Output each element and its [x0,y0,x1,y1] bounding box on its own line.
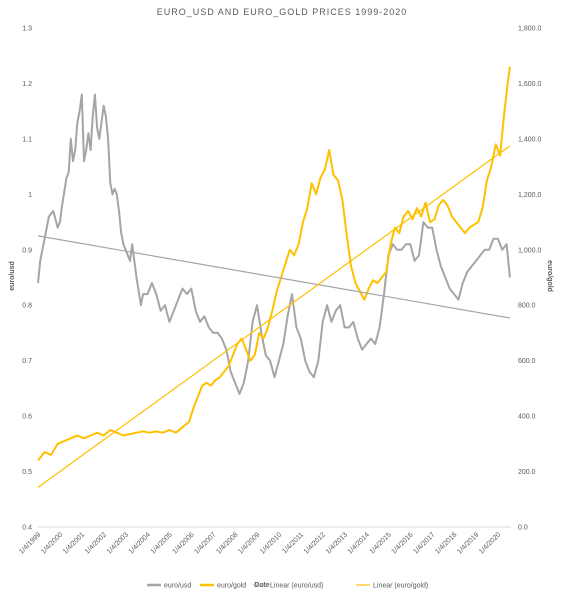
x-tick-label: 1/4/2019 [456,531,480,555]
chart-legend: euro/usd euro/gold Linear (euro/usd) Linear… [147,583,428,590]
y-tick-label-left: 0.7 [22,358,32,365]
y-tick-label-right: 1,400.0 [518,136,541,143]
x-tick-label: 1/4/2018 [434,531,458,555]
trend-line-euro-usd [37,235,511,319]
y-axis-title-left: euro/usd [9,261,16,291]
x-tick-label: 1/4/2000 [40,531,64,555]
series-line-euro-usd [37,93,511,395]
x-tick-label: 1/4/2012 [303,531,327,555]
x-tick-label: 1/4/2004 [128,531,152,555]
y-tick-label-left: 0.6 [22,414,32,421]
x-tick-label: 1/4/2001 [62,531,86,555]
y-tick-label-left: 0.5 [22,469,32,476]
y-tick-label-right: 600.0 [518,358,536,365]
x-tick-label: 1/4/2003 [106,531,130,555]
y-tick-label-right: 1,600.0 [518,81,541,88]
x-tick-label: 1/4/2016 [390,531,414,555]
y-tick-label-left: 0.4 [22,525,32,532]
y-tick-label-left: 1 [28,192,32,199]
x-tick-label: 1/4/2009 [237,531,261,555]
y-tick-label-right: 1,200.0 [518,192,541,199]
x-tick-label: 1/4/2020 [478,531,502,555]
y-tick-label-right: 0.0 [518,525,528,532]
y-tick-label-left: 1.3 [22,26,32,33]
y-tick-label-right: 1,000.0 [518,247,541,254]
series-line-euro-gold [37,66,511,462]
series-layer [37,66,511,488]
y-tick-label-right: 400.0 [518,414,536,421]
y-tick-label-left: 1.2 [22,81,32,88]
y-tick-label-right: 200.0 [518,469,536,476]
chart-title: EURO_USD AND EURO_GOLD PRICES 1999-2020 [157,7,408,17]
y-axis-right: 0.0 200.0 400.0 600.0 800.0 1,000.0 1,200.0 1,4… [518,26,541,532]
x-tick-label: 1/4/1999 [18,531,42,555]
trend-line-euro-gold [37,145,511,488]
y-tick-label-right: 1,800.0 [518,26,541,33]
x-tick-label: 1/4/2013 [325,531,349,555]
x-axis: 1/4/19991/4/20001/4/20011/4/20021/4/2003… [18,531,502,555]
y-tick-label-right: 800.0 [518,303,536,310]
x-tick-label: 1/4/2011 [281,531,305,555]
x-tick-label: 1/4/2014 [347,531,371,555]
x-tick-label: 1/4/2007 [193,531,217,555]
x-tick-label: 1/4/2002 [84,531,108,555]
y-tick-label-left: 0.8 [22,303,32,310]
legend-label: Linear (euro/usd) [270,583,323,590]
y-tick-label-left: 0.9 [22,247,32,254]
x-tick-label: 1/4/2010 [259,531,283,555]
x-tick-label: 1/4/2005 [150,531,174,555]
legend-label: euro/usd [164,583,191,590]
x-tick-label: 1/4/2008 [215,531,239,555]
x-tick-label: 1/4/2006 [171,531,195,555]
legend-label: euro/gold [217,583,246,590]
x-tick-label: 1/4/2017 [412,531,436,555]
x-tick-label: 1/4/2015 [369,531,393,555]
legend-label: Linear (euro/gold) [373,583,428,590]
y-tick-label-left: 1.1 [22,136,32,143]
y-axis-title-right: euro/gold [546,260,553,292]
y-axis-left: 0.4 0.5 0.6 0.7 0.8 0.9 1 1.1 1.2 1.3 [22,26,32,532]
